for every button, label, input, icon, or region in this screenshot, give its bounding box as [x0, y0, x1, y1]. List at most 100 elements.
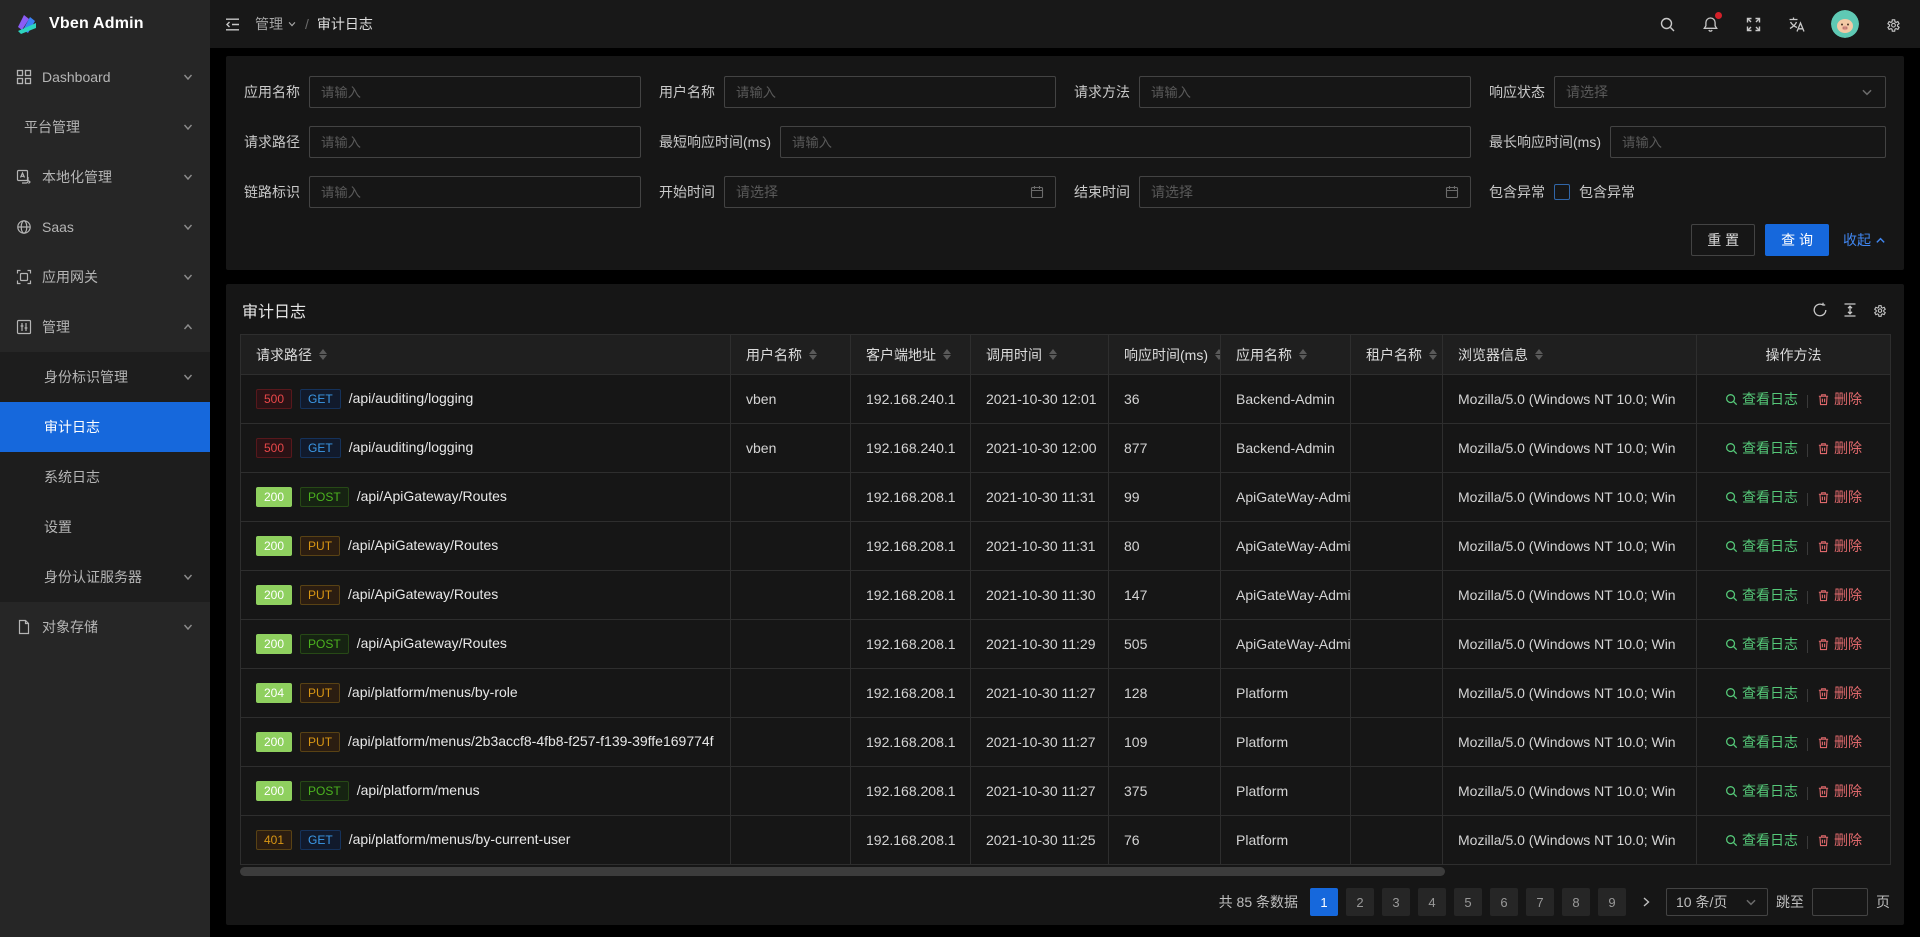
jump-page-input[interactable]	[1812, 888, 1868, 916]
max-response-time-input[interactable]	[1610, 126, 1886, 158]
column-height-icon[interactable]	[1842, 302, 1858, 318]
sidebar-item-platform[interactable]: 平台管理	[0, 102, 210, 152]
menu-fold-icon[interactable]	[224, 16, 241, 33]
view-log-button[interactable]: 查看日志	[1725, 438, 1798, 458]
view-log-button[interactable]: 查看日志	[1725, 634, 1798, 654]
page-button-5[interactable]: 5	[1454, 888, 1482, 916]
chevron-down-icon	[182, 271, 194, 283]
sidebar-item-settings[interactable]: 设置	[44, 519, 72, 535]
request-path-input[interactable]	[309, 126, 641, 158]
delete-button[interactable]: 删除	[1817, 781, 1862, 801]
method-badge: GET	[300, 438, 341, 458]
sidebar-item-dashboard[interactable]: Dashboard	[0, 52, 210, 102]
magnifier-icon	[1726, 442, 1738, 454]
magnifier-icon	[1726, 785, 1738, 797]
delete-button[interactable]: 删除	[1817, 732, 1862, 752]
user-name-input[interactable]	[724, 76, 1056, 108]
response-time-cell: 147	[1108, 570, 1221, 620]
sidebar-item-saas[interactable]: Saas	[0, 202, 210, 252]
chevron-down-icon	[1744, 895, 1758, 909]
translate-icon[interactable]	[1775, 0, 1818, 48]
view-log-button[interactable]: 查看日志	[1725, 389, 1798, 409]
delete-button[interactable]: 删除	[1817, 487, 1862, 507]
collapse-link[interactable]: 收起	[1843, 230, 1886, 250]
sort-icon	[319, 349, 327, 360]
sidebar-item-management[interactable]: 管理	[0, 302, 210, 352]
search-icon[interactable]	[1646, 0, 1689, 48]
chevron-up-icon	[182, 321, 194, 333]
breadcrumb-separator: /	[305, 16, 309, 32]
avatar[interactable]	[1831, 10, 1859, 38]
delete-button[interactable]: 删除	[1817, 683, 1862, 703]
view-log-button[interactable]: 查看日志	[1725, 830, 1798, 850]
min-response-time-input[interactable]	[780, 126, 1471, 158]
chevron-down-icon	[1860, 85, 1874, 99]
sidebar-item-system-log[interactable]: 系统日志	[44, 469, 100, 485]
response-status-select[interactable]: 请选择	[1554, 76, 1886, 108]
breadcrumb-current: 审计日志	[316, 16, 373, 32]
logo[interactable]: Vben Admin	[0, 0, 210, 48]
reset-button[interactable]: 重 置	[1691, 224, 1756, 256]
table-row: 200 POST/api/ApiGateway/Routes 192.168.208…	[240, 472, 1891, 522]
bell-icon[interactable]	[1689, 0, 1732, 48]
delete-button[interactable]: 删除	[1817, 536, 1862, 556]
view-log-button[interactable]: 查看日志	[1725, 536, 1798, 556]
column-header-tenant[interactable]: 租户名称	[1350, 334, 1443, 375]
sidebar-item-audit-log[interactable]: 审计日志	[0, 402, 210, 452]
page-button-6[interactable]: 6	[1490, 888, 1518, 916]
user-name-cell	[730, 472, 851, 522]
scrollbar-thumb[interactable]	[240, 867, 1445, 876]
column-header-browser[interactable]: 浏览器信息	[1442, 334, 1697, 375]
start-time-picker[interactable]: 请选择	[724, 176, 1056, 208]
table-toolbar	[1812, 302, 1888, 318]
refresh-icon[interactable]	[1812, 302, 1828, 318]
delete-button[interactable]: 删除	[1817, 830, 1862, 850]
delete-button[interactable]: 删除	[1817, 389, 1862, 409]
column-header-time[interactable]: 调用时间	[970, 334, 1109, 375]
sidebar-item-identity-management[interactable]: 身份标识管理	[0, 352, 210, 402]
fullscreen-icon[interactable]	[1732, 0, 1775, 48]
gear-icon[interactable]	[1872, 0, 1906, 48]
sidebar-item-localization[interactable]: 本地化管理	[0, 152, 210, 202]
trace-id-input[interactable]	[309, 176, 641, 208]
sidebar-item-gateway[interactable]: 应用网关	[0, 252, 210, 302]
view-log-button[interactable]: 查看日志	[1725, 487, 1798, 507]
page-button-8[interactable]: 8	[1562, 888, 1590, 916]
sidebar-item-identity-server[interactable]: 身份认证服务器	[0, 552, 210, 602]
view-log-button[interactable]: 查看日志	[1725, 732, 1798, 752]
view-log-button[interactable]: 查看日志	[1725, 585, 1798, 605]
filter-actions: 重 置 查 询 收起	[244, 224, 1886, 256]
next-page-button[interactable]	[1634, 888, 1658, 916]
breadcrumb-section[interactable]: 管理	[255, 14, 297, 34]
call-time-cell: 2021-10-30 11:29	[970, 619, 1109, 669]
sidebar-item-object-storage[interactable]: 对象存储	[0, 602, 210, 652]
page-button-2[interactable]: 2	[1346, 888, 1374, 916]
view-log-button[interactable]: 查看日志	[1725, 683, 1798, 703]
column-header-app[interactable]: 应用名称	[1220, 334, 1351, 375]
delete-button[interactable]: 删除	[1817, 438, 1862, 458]
column-header-path[interactable]: 请求路径	[240, 334, 731, 375]
search-button[interactable]: 查 询	[1765, 224, 1829, 256]
page-button-3[interactable]: 3	[1382, 888, 1410, 916]
column-header-client[interactable]: 客户端地址	[850, 334, 971, 375]
request-method-input[interactable]	[1139, 76, 1471, 108]
gear-icon[interactable]	[1872, 302, 1888, 318]
include-exception-checkbox[interactable]	[1554, 184, 1570, 200]
sort-icon	[1049, 349, 1057, 360]
delete-button[interactable]: 删除	[1817, 634, 1862, 654]
page-button-9[interactable]: 9	[1598, 888, 1626, 916]
end-time-picker[interactable]: 请选择	[1139, 176, 1471, 208]
magnifier-icon	[1726, 393, 1738, 405]
table-row: 200 PUT/api/ApiGateway/Routes 192.168.208.…	[240, 521, 1891, 571]
trash-icon	[1818, 785, 1829, 797]
column-header-user[interactable]: 用户名称	[730, 334, 851, 375]
page-button-4[interactable]: 4	[1418, 888, 1446, 916]
view-log-button[interactable]: 查看日志	[1725, 781, 1798, 801]
page-button-7[interactable]: 7	[1526, 888, 1554, 916]
page-button-1[interactable]: 1	[1310, 888, 1338, 916]
delete-button[interactable]: 删除	[1817, 585, 1862, 605]
page-size-select[interactable]: 10 条/页	[1666, 888, 1768, 916]
column-header-resp[interactable]: 响应时间(ms)	[1108, 334, 1221, 375]
app-name-input[interactable]	[309, 76, 641, 108]
